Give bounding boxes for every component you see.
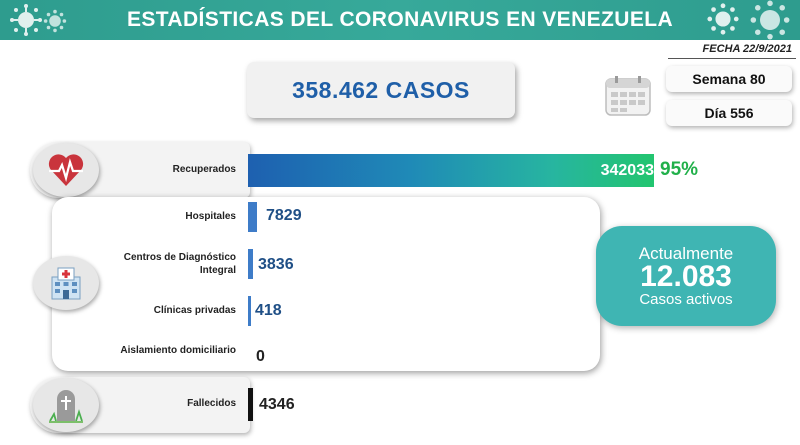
aislamiento-value: 0 [256, 348, 265, 365]
active-cases-caption-bottom: Casos activos [639, 291, 733, 308]
week-counter: Semana 80 [666, 66, 792, 92]
hospitales-value: 7829 [266, 207, 302, 224]
active-cases-caption-top: Actualmente [638, 244, 734, 263]
virus-icon [10, 4, 42, 36]
date-underline [668, 58, 796, 59]
clinicas-value: 418 [255, 302, 282, 319]
clinicas-bar [248, 296, 251, 326]
clinicas-label: Clínicas privadas [153, 305, 236, 316]
hospital-icon [51, 267, 81, 300]
calendar-icon [605, 76, 651, 116]
cdi-value: 3836 [258, 256, 294, 273]
active-cases-bubble: Actualmente 12.083 Casos activos [596, 226, 776, 326]
recovered-icon-circle [33, 143, 99, 197]
deaths-value: 4346 [259, 396, 295, 413]
hospital-icon-circle [33, 256, 99, 310]
day-counter: Día 556 [666, 100, 792, 126]
aislamiento-label: Aislamiento domiciliario [120, 345, 236, 356]
virus-icon [707, 3, 739, 35]
hospitales-bar [248, 202, 257, 232]
virus-icon [43, 9, 67, 33]
deaths-bar [248, 388, 253, 421]
deaths-label: Fallecidos [187, 398, 236, 409]
hospitales-label: Hospitales [185, 211, 236, 222]
hospitalization-card [52, 197, 600, 371]
page-title: ESTADÍSTICAS DEL CORONAVIRUS EN VENEZUEL… [126, 8, 674, 31]
deaths-icon-circle [33, 378, 99, 432]
active-cases-value: 12.083 [640, 260, 732, 293]
cdi-bar [248, 249, 253, 279]
recovered-bar [248, 154, 654, 187]
header-banner [0, 0, 800, 40]
recovered-label: Recuperados [172, 164, 236, 175]
heart-pulse-icon [48, 154, 84, 186]
report-date: FECHA 22/9/2021 [702, 43, 792, 55]
cdi-label: Centros de Diagnóstico Integral [123, 252, 236, 276]
recovered-value: 342033 [600, 162, 654, 179]
tombstone-icon [49, 390, 83, 423]
virus-icon [750, 0, 790, 40]
recovered-percent: 95% [660, 159, 699, 180]
total-cases-box: 358.462 CASOS [247, 62, 515, 118]
